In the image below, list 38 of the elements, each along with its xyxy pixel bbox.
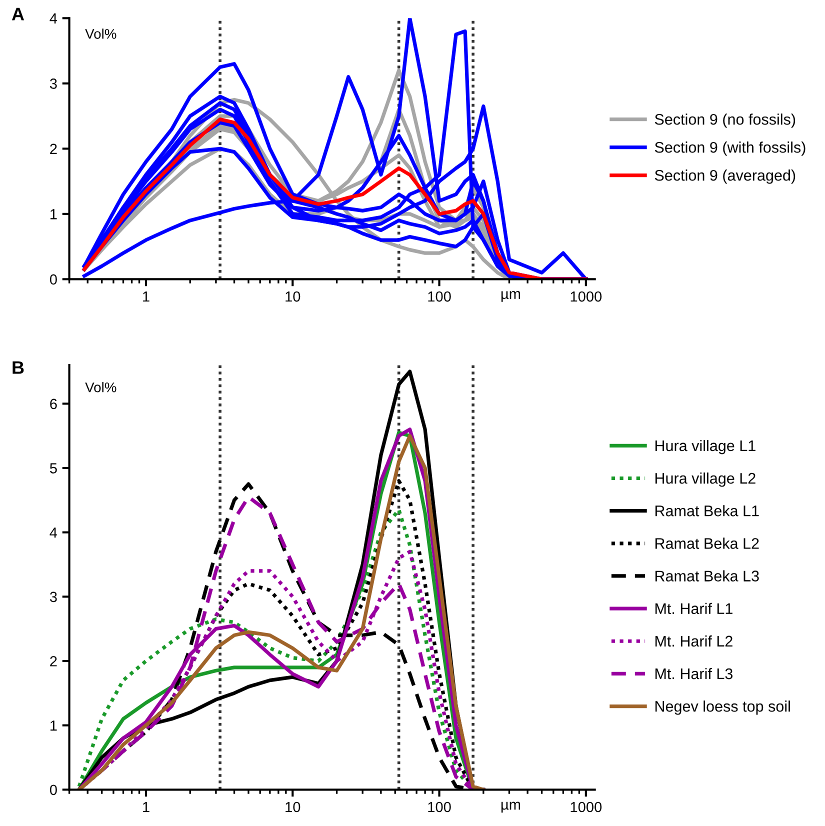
- legend-label: Hura village L2: [655, 472, 756, 487]
- x-tick-label: 10: [286, 291, 300, 302]
- legend-label: Hura village L1: [655, 440, 756, 454]
- y-tick-label: 4: [50, 528, 58, 538]
- y-tick-label: 1: [50, 720, 57, 731]
- y-tick-label: 0: [50, 784, 57, 796]
- y-tick-label: 3: [50, 592, 57, 602]
- x-tick-label: 1000: [570, 802, 602, 812]
- x-axis-title: µm: [501, 291, 520, 302]
- x-tick-label: 10: [286, 802, 300, 812]
- legend-label: Negev loess top soil: [655, 700, 790, 715]
- x-tick-label: 1: [143, 802, 150, 812]
- chart-title: B: [12, 361, 24, 374]
- x-tick-label: 100: [428, 291, 451, 302]
- x-tick-label: 1: [143, 292, 150, 302]
- y-tick-label: 4: [50, 13, 58, 24]
- legend-label: Mt. Harif L1: [655, 602, 732, 614]
- legend-label: Section 9 (averaged): [654, 170, 796, 184]
- legend-label: Mt. Harif L3: [655, 668, 733, 680]
- y-tick-label: 2: [50, 656, 57, 666]
- legend-label: Section 9 (with fossils): [654, 142, 806, 156]
- legend-label: Ramat Beka L1: [655, 505, 759, 516]
- y-tick-label: 1: [50, 209, 57, 220]
- y-tick-label: 0: [50, 274, 57, 285]
- x-tick-label: 100: [428, 802, 451, 812]
- chart-title: A: [12, 8, 24, 20]
- annotation: Vol%: [85, 28, 116, 39]
- legend-label: Section 9 (no fossils): [654, 114, 796, 128]
- annotation: Vol%: [85, 382, 116, 392]
- y-tick-label: 2: [50, 144, 57, 154]
- y-tick-label: 6: [50, 398, 57, 410]
- x-tick-label: 1000: [570, 291, 602, 302]
- x-axis-title: µm: [501, 802, 520, 813]
- y-tick-label: 3: [50, 78, 57, 89]
- legend-label: Mt. Harif L2: [655, 635, 732, 647]
- y-tick-label: 5: [50, 463, 57, 474]
- legend-label: Ramat Beka L2: [655, 538, 759, 549]
- legend-label: Ramat Beka L3: [655, 570, 759, 582]
